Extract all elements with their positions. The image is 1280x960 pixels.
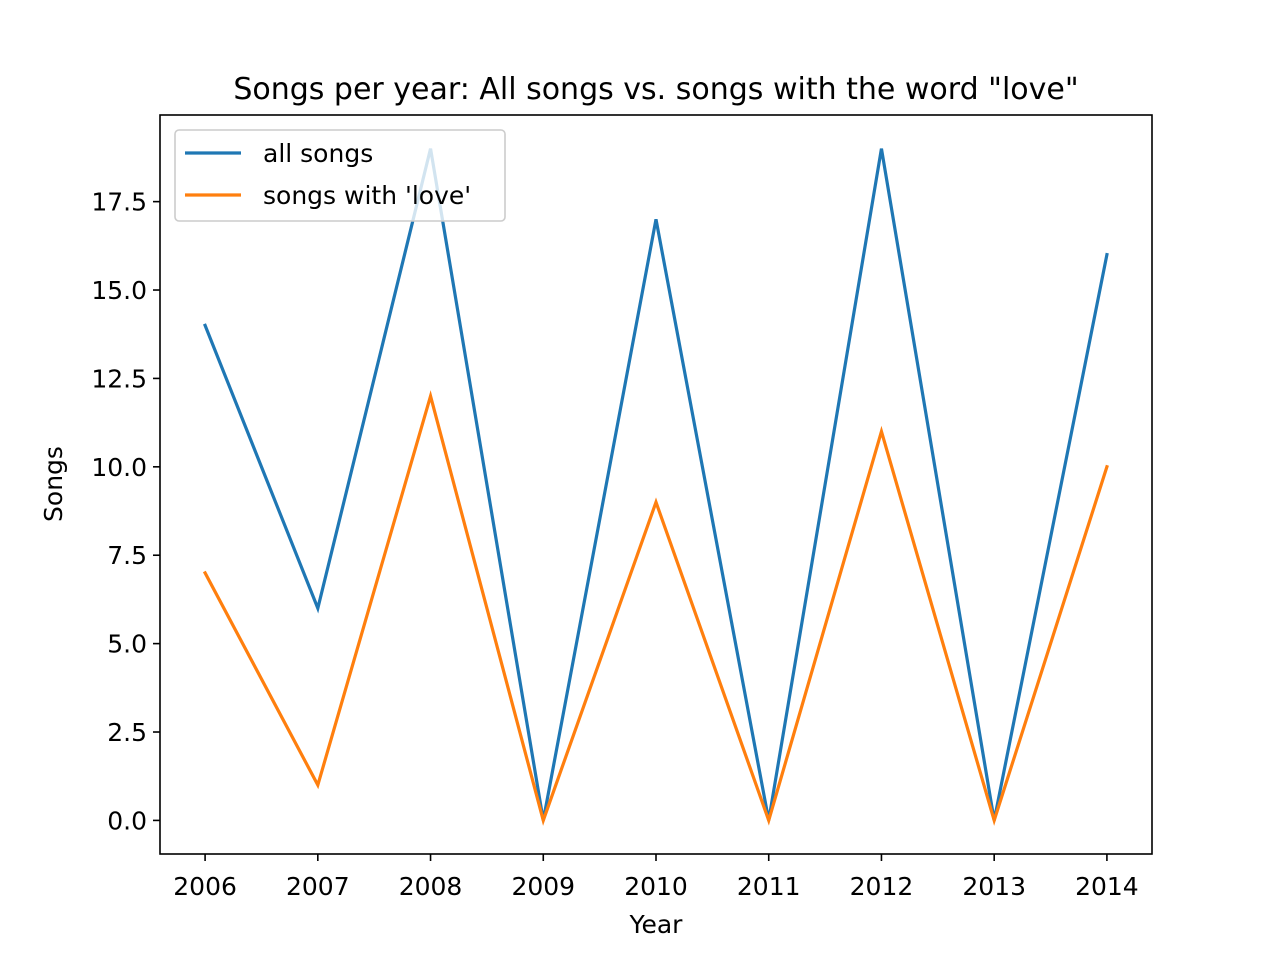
plot-lines [202, 148, 1109, 826]
y-axis: 0.0 2.5 5.0 7.5 10.0 12.5 15.0 17.5 [91, 188, 160, 835]
x-tick-label: 2013 [962, 872, 1026, 901]
y-tick-label: 17.5 [91, 188, 147, 217]
x-tick-label: 2006 [173, 872, 237, 901]
y-tick-label: 2.5 [107, 718, 147, 747]
x-tick-label: 2010 [624, 872, 688, 901]
legend-box [174, 129, 506, 222]
plot-area-frame [159, 114, 1153, 855]
y-axis-label: Songs [39, 446, 68, 522]
y-tick-label: 7.5 [107, 541, 147, 570]
x-tick-label: 2009 [511, 872, 575, 901]
series-line-0 [203, 148, 1109, 821]
y-tick-label: 0.0 [107, 806, 147, 835]
x-tick-label: 2007 [286, 872, 350, 901]
y-tick-label: 15.0 [91, 276, 147, 305]
y-tick-label: 12.5 [91, 364, 147, 393]
y-tick-label: 5.0 [107, 630, 147, 659]
chart-title: Songs per year: All songs vs. songs with… [233, 72, 1078, 107]
legend-label-1: songs with 'love' [263, 181, 471, 210]
legend: all songs songs with 'love' [174, 129, 506, 222]
x-axis: 2006 2007 2008 2009 2010 2011 2012 2013 2014 [173, 854, 1139, 901]
legend-label-0: all songs [263, 139, 373, 168]
series-line-1 [202, 390, 1109, 826]
x-tick-label: 2008 [399, 872, 463, 901]
x-tick-label: 2012 [850, 872, 914, 901]
x-tick-label: 2014 [1075, 872, 1139, 901]
x-axis-label: Year [629, 910, 684, 939]
y-tick-label: 10.0 [91, 453, 147, 482]
x-tick-label: 2011 [737, 872, 801, 901]
